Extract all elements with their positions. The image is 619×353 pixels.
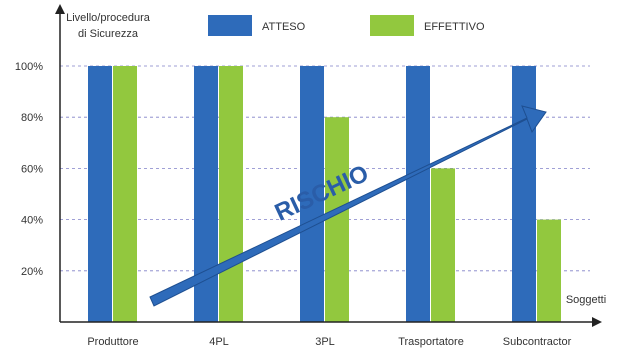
x-category-label: Produttore [87, 336, 138, 348]
y-tick-label: 60% [21, 163, 43, 175]
x-categories: Produttore 4PL 3PL Trasportatore Subcontract… [87, 336, 571, 348]
bar-atteso-4 [512, 66, 536, 322]
y-tick-label: 20% [21, 266, 43, 278]
y-axis-label-line2: di Sicurezza [78, 28, 139, 40]
bar-effettivo-0 [113, 66, 137, 322]
x-category-label: Trasportatore [398, 336, 464, 348]
legend: ATTESO EFFETTIVO [208, 15, 485, 36]
risk-arrow-icon [149, 105, 547, 307]
legend-swatch-atteso [208, 15, 252, 36]
x-category-label: 4PL [209, 336, 229, 348]
legend-label-effettivo: EFFETTIVO [424, 21, 485, 33]
legend-swatch-effettivo [370, 15, 414, 36]
bar-atteso-2 [300, 66, 324, 322]
legend-label-atteso: ATTESO [262, 21, 306, 33]
bar-effettivo-4 [537, 219, 561, 322]
bar-effettivo-1 [219, 66, 243, 322]
y-tick-label: 40% [21, 215, 43, 227]
bar-atteso-3 [406, 66, 430, 322]
x-category-label: 3PL [315, 336, 335, 348]
y-tick-label: 100% [15, 61, 43, 73]
y-axis-arrow-icon [55, 4, 65, 14]
y-ticks: 20% 40% 60% 80% 100% [15, 61, 43, 278]
bar-atteso-0 [88, 66, 112, 322]
bar-effettivo-3 [431, 168, 455, 322]
bar-effettivo-2 [325, 117, 349, 322]
y-axis-label-line1: Livello/procedura [66, 12, 151, 24]
bars [88, 66, 561, 322]
x-axis-label: Soggetti [566, 294, 606, 306]
x-category-label: Subcontractor [503, 336, 572, 348]
x-axis-arrow-icon [592, 317, 602, 327]
y-tick-label: 80% [21, 112, 43, 124]
